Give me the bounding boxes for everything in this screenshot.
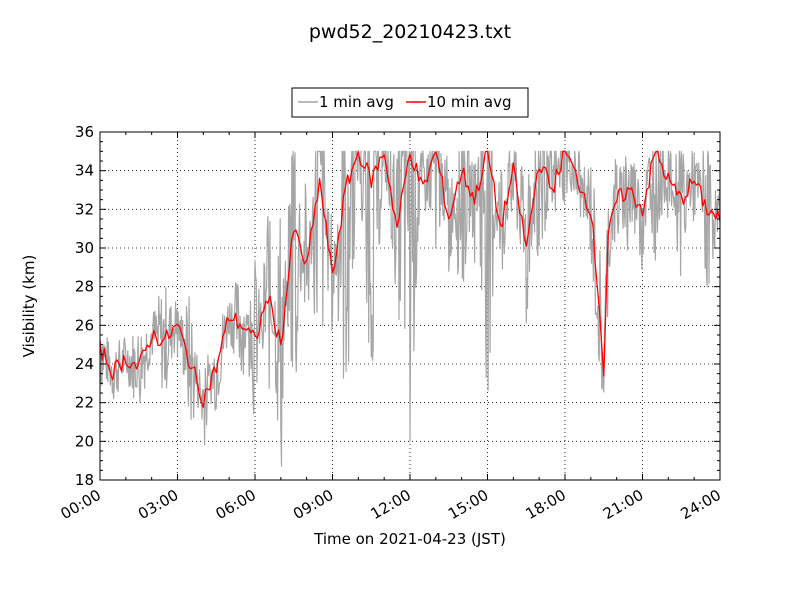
- y-tick-label: 36: [75, 123, 94, 141]
- series-1min-avg: [99, 150, 721, 467]
- chart-title: pwd52_20210423.txt: [309, 21, 511, 43]
- series-10min-avg: [99, 150, 721, 408]
- y-tick-label: 32: [75, 200, 94, 218]
- y-axis-label: Visibility (km): [20, 255, 38, 358]
- y-tick-label: 34: [75, 162, 94, 180]
- y-tick-label: 26: [75, 316, 94, 334]
- y-tick-label: 22: [75, 394, 94, 412]
- y-tick-label: 18: [75, 471, 94, 489]
- legend-label-10min: 10 min avg: [427, 93, 512, 111]
- y-tick-label: 28: [75, 278, 94, 296]
- x-axis-label: Time on 2021-04-23 (JST): [313, 530, 506, 548]
- legend-label-1min: 1 min avg: [319, 93, 394, 111]
- y-tick-label: 30: [75, 239, 94, 257]
- y-tick-label: 24: [75, 355, 94, 373]
- legend: 1 min avg 10 min avg: [291, 87, 529, 118]
- y-axis: 18 20 22 24 26 28 30 32 34 36: [75, 123, 720, 489]
- y-tick-label: 20: [75, 432, 94, 450]
